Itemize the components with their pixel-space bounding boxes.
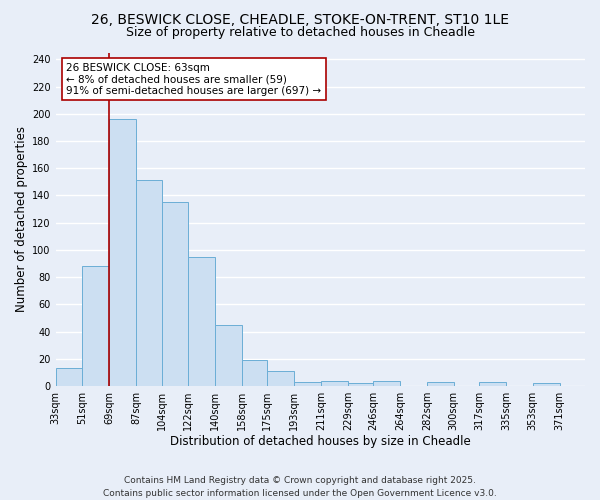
Text: 26 BESWICK CLOSE: 63sqm
← 8% of detached houses are smaller (59)
91% of semi-det: 26 BESWICK CLOSE: 63sqm ← 8% of detached… [66, 62, 322, 96]
Bar [348, 384, 373, 386]
Text: Contains HM Land Registry data © Crown copyright and database right 2025.
Contai: Contains HM Land Registry data © Crown c… [103, 476, 497, 498]
Bar [136, 180, 161, 386]
Bar [321, 380, 348, 386]
Bar [242, 360, 268, 386]
Bar [215, 325, 242, 386]
Bar [82, 266, 109, 386]
Bar [56, 368, 82, 386]
Bar [533, 384, 560, 386]
Y-axis label: Number of detached properties: Number of detached properties [15, 126, 28, 312]
Bar [188, 256, 215, 386]
Bar [479, 382, 506, 386]
Bar [427, 382, 454, 386]
Text: Size of property relative to detached houses in Cheadle: Size of property relative to detached ho… [125, 26, 475, 39]
Bar [109, 119, 136, 386]
Text: 26, BESWICK CLOSE, CHEADLE, STOKE-ON-TRENT, ST10 1LE: 26, BESWICK CLOSE, CHEADLE, STOKE-ON-TRE… [91, 12, 509, 26]
Bar [373, 380, 400, 386]
Bar [294, 382, 321, 386]
Bar [268, 371, 294, 386]
X-axis label: Distribution of detached houses by size in Cheadle: Distribution of detached houses by size … [170, 434, 471, 448]
Bar [161, 202, 188, 386]
